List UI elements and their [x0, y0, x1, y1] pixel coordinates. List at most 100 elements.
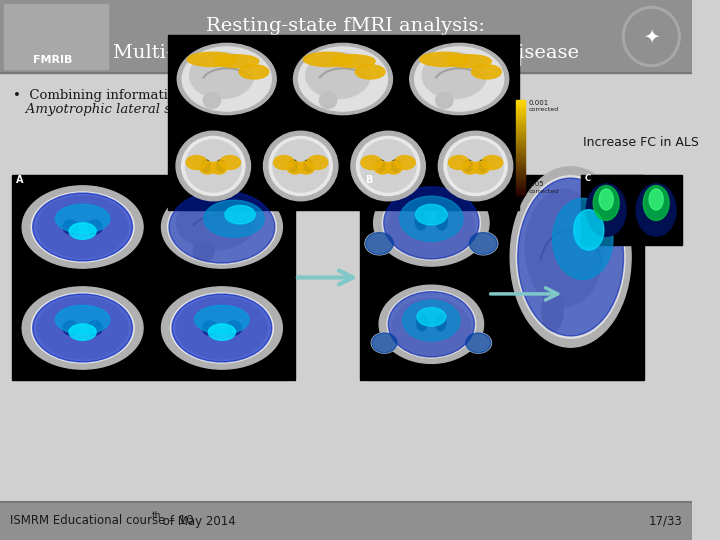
Bar [516, 130, 526, 131]
Bar [516, 176, 526, 177]
Bar [516, 138, 526, 139]
Bar [516, 128, 526, 129]
Bar [516, 132, 526, 133]
Bar [516, 148, 526, 149]
Ellipse shape [379, 285, 484, 363]
Text: A: A [17, 175, 24, 185]
Ellipse shape [365, 232, 394, 255]
Ellipse shape [395, 156, 415, 170]
Bar [360, 175, 644, 380]
Ellipse shape [447, 55, 491, 68]
Ellipse shape [69, 324, 96, 340]
Ellipse shape [87, 220, 102, 234]
Bar [516, 163, 526, 164]
Ellipse shape [649, 189, 663, 210]
Bar [168, 35, 519, 210]
Bar [516, 174, 526, 175]
Bar [495, 56, 500, 65]
Ellipse shape [307, 156, 328, 170]
Ellipse shape [462, 161, 478, 174]
Bar [516, 122, 526, 123]
Ellipse shape [194, 305, 249, 334]
Bar [516, 170, 526, 171]
Bar [516, 143, 526, 144]
Ellipse shape [304, 160, 312, 172]
Ellipse shape [385, 161, 402, 174]
Ellipse shape [356, 65, 385, 79]
Ellipse shape [287, 161, 303, 174]
Text: •  Combining information – diffusion tensor and tractography: • Combining information – diffusion tens… [14, 89, 426, 102]
Text: Multi-modal approach in motor neuron disease: Multi-modal approach in motor neuron dis… [113, 44, 579, 62]
Text: corrected: corrected [528, 107, 559, 112]
Bar [516, 193, 526, 194]
Bar [516, 142, 526, 143]
Bar [516, 139, 526, 140]
Bar [516, 136, 526, 137]
Bar [516, 166, 526, 167]
Ellipse shape [31, 192, 134, 262]
Ellipse shape [417, 307, 446, 326]
Ellipse shape [215, 55, 259, 68]
Ellipse shape [161, 186, 282, 268]
Ellipse shape [32, 193, 132, 261]
Ellipse shape [169, 191, 275, 263]
Bar [516, 182, 526, 183]
Ellipse shape [586, 184, 626, 237]
Bar [516, 147, 526, 148]
Bar [516, 141, 526, 142]
Ellipse shape [306, 52, 370, 99]
Bar [514, 55, 520, 65]
Text: corrected: corrected [528, 189, 559, 194]
Ellipse shape [574, 210, 604, 250]
Text: th: th [152, 511, 161, 520]
Ellipse shape [417, 314, 427, 331]
Ellipse shape [402, 300, 460, 341]
Bar [516, 137, 526, 138]
Ellipse shape [172, 294, 271, 362]
Bar [516, 152, 526, 153]
Text: Amyotrophic lateral sclerosis: Douaud, Filippini et al., 2011: Amyotrophic lateral sclerosis: Douaud, F… [14, 103, 428, 116]
Bar [516, 129, 526, 130]
Ellipse shape [376, 160, 385, 172]
Bar [516, 123, 526, 124]
Ellipse shape [37, 297, 128, 359]
Bar [516, 117, 526, 118]
Bar [516, 188, 526, 189]
Bar [516, 133, 526, 134]
Ellipse shape [203, 92, 220, 109]
Bar [516, 135, 526, 136]
Ellipse shape [185, 140, 241, 192]
Ellipse shape [330, 55, 375, 68]
Bar [516, 194, 526, 195]
Ellipse shape [181, 137, 245, 195]
Bar [516, 173, 526, 174]
Ellipse shape [289, 160, 298, 172]
Bar [516, 162, 526, 163]
Bar [516, 183, 526, 184]
Ellipse shape [356, 137, 420, 195]
Bar [581, 175, 682, 245]
Ellipse shape [87, 321, 102, 335]
Bar [516, 113, 526, 114]
Ellipse shape [202, 321, 217, 335]
Text: of May 2014: of May 2014 [159, 515, 236, 528]
Bar [516, 175, 526, 176]
Ellipse shape [320, 92, 337, 109]
Bar [516, 154, 526, 155]
Ellipse shape [466, 333, 491, 353]
Ellipse shape [464, 160, 473, 172]
Ellipse shape [171, 293, 274, 363]
Text: C: C [585, 174, 591, 183]
Text: 0.05: 0.05 [528, 181, 544, 187]
Ellipse shape [225, 205, 255, 224]
Bar [516, 112, 526, 113]
Bar [516, 144, 526, 145]
Ellipse shape [478, 160, 487, 172]
Bar [516, 177, 526, 178]
Ellipse shape [372, 333, 397, 353]
Ellipse shape [643, 186, 669, 220]
Ellipse shape [382, 186, 480, 260]
Bar [516, 104, 526, 105]
Bar [485, 51, 491, 65]
Ellipse shape [388, 292, 474, 357]
